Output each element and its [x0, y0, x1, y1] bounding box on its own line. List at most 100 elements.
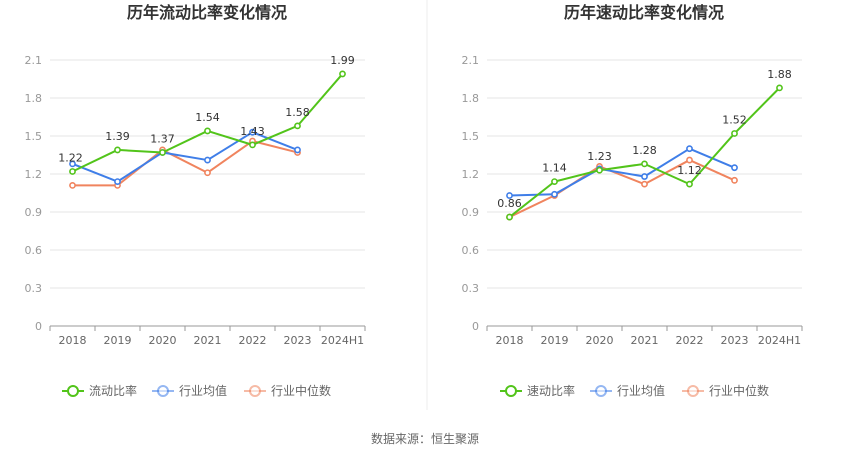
legend-label: 行业均值: [179, 383, 227, 398]
current-ratio-x-tick-label: 2024H1: [321, 334, 364, 347]
current-ratio-x-tick-label: 2022: [239, 334, 267, 347]
quick-ratio-data-label: 1.14: [542, 162, 567, 175]
current-ratio-chart-title: 历年流动比率变化情况: [127, 3, 287, 22]
current-ratio-data-point: [69, 168, 76, 175]
quick-ratio-data-label: 1.88: [767, 68, 792, 81]
quick-ratio-legend-item-0: 速动比率: [500, 383, 575, 398]
quick-ratio-y-tick-label: 0.6: [462, 244, 480, 257]
legend-marker-icon: [595, 385, 607, 397]
quick-ratio-x-tick-label: 2019: [541, 334, 569, 347]
current-ratio-data-point: [294, 122, 301, 130]
current-ratio-data-label: 1.54: [195, 111, 220, 124]
current-ratio-data-label: 1.22: [58, 151, 83, 164]
legend-label: 速动比率: [527, 383, 575, 398]
legend-marker-icon: [505, 385, 517, 397]
legend-marker-icon: [157, 385, 169, 397]
quick-ratio-data-point: [776, 84, 783, 92]
quick-ratio-x-tick-label: 2022: [676, 334, 704, 347]
current-ratio-series-line-1: [72, 131, 298, 183]
quick-ratio-data-point: [641, 180, 648, 188]
current-ratio-data-point: [249, 141, 256, 149]
quick-ratio-y-tick-label: 0.9: [462, 206, 480, 219]
current-ratio-data-point: [69, 160, 76, 168]
current-ratio-data-label: 1.39: [105, 130, 130, 143]
legend-marker-icon: [249, 385, 261, 397]
quick-ratio-data-label: 1.52: [722, 113, 747, 126]
current-ratio-y-tick-label: 0.6: [25, 244, 43, 257]
current-ratio-y-tick-label: 1.2: [25, 168, 43, 181]
data-source-label: 数据来源：恒生聚源: [371, 431, 479, 446]
quick-ratio-chart: 历年速动比率变化情况 0 0.3 0.6 0.9 1.2 1.5 1.8 2.1 2018 2019…: [462, 3, 803, 398]
quick-ratio-legend-item-2: 行业中位数: [682, 383, 769, 398]
current-ratio-x-tick-label: 2021: [194, 334, 222, 347]
current-ratio-x-tick-label: 2020: [149, 334, 177, 347]
current-ratio-data-point: [204, 169, 211, 177]
current-ratio-y-tick-label: 2.1: [25, 54, 43, 67]
quick-ratio-data-point: [731, 164, 738, 172]
current-ratio-legend-item-2: 行业中位数: [244, 383, 331, 398]
current-ratio-y-tick-label: 1.5: [25, 130, 43, 143]
current-ratio-x-tick-label: 2019: [104, 334, 132, 347]
quick-ratio-y-tick-label: 1.8: [462, 92, 480, 105]
quick-ratio-x-tick-label: 2023: [721, 334, 749, 347]
legend-marker-icon: [687, 385, 699, 397]
legend-label: 行业中位数: [271, 383, 331, 398]
quick-ratio-data-label: 1.28: [632, 144, 657, 157]
current-ratio-data-label: 1.37: [150, 132, 175, 145]
legend-marker-icon: [67, 385, 79, 397]
current-ratio-data-point: [249, 128, 256, 136]
quick-ratio-data-point: [506, 192, 513, 199]
current-ratio-chart: 历年流动比率变化情况 0 0.3 0.6 0.9 1.2 1.5 1.8 2.1 2018 2019…: [25, 3, 366, 398]
current-ratio-data-label: 1.58: [285, 106, 310, 119]
quick-ratio-data-point: [641, 173, 648, 180]
current-ratio-series-line-2: [72, 140, 298, 187]
quick-ratio-data-label: 1.23: [587, 150, 612, 163]
quick-ratio-data-point: [551, 190, 558, 198]
quick-ratio-y-tick-label: 0: [472, 320, 479, 333]
current-ratio-y-tick-label: 0.3: [25, 282, 43, 295]
current-ratio-data-point: [159, 149, 166, 156]
current-ratio-y-tick-label: 1.8: [25, 92, 43, 105]
quick-ratio-chart-title: 历年速动比率变化情况: [564, 3, 724, 22]
quick-ratio-y-tick-label: 1.2: [462, 168, 480, 181]
quick-ratio-data-point: [686, 145, 693, 153]
quick-ratio-data-label: 0.86: [497, 197, 522, 210]
legend-label: 行业均值: [617, 383, 665, 398]
current-ratio-y-tick-label: 0.9: [25, 206, 43, 219]
current-ratio-data-label: 1.43: [240, 125, 265, 138]
current-ratio-data-point: [69, 181, 76, 189]
current-ratio-data-point: [114, 146, 121, 154]
current-ratio-data-point: [204, 156, 211, 164]
quick-ratio-y-tick-label: 0.3: [462, 282, 480, 295]
quick-ratio-x-tick-label: 2020: [586, 334, 614, 347]
quick-ratio-data-point: [731, 130, 738, 137]
current-ratio-data-label: 1.99: [330, 54, 355, 67]
current-ratio-y-tick-label: 0: [35, 320, 42, 333]
quick-ratio-x-tick-label: 2024H1: [758, 334, 801, 347]
current-ratio-x-tick-label: 2018: [59, 334, 87, 347]
quick-ratio-series-line-2: [509, 159, 735, 218]
quick-ratio-data-point: [596, 166, 603, 174]
quick-ratio-y-tick-label: 2.1: [462, 54, 480, 67]
current-ratio-data-point: [204, 127, 211, 135]
quick-ratio-legend-item-1: 行业均值: [590, 383, 665, 398]
quick-ratio-data-point: [551, 178, 558, 185]
current-ratio-x-tick-label: 2023: [284, 334, 312, 347]
quick-ratio-x-tick-label: 2018: [496, 334, 524, 347]
quick-ratio-data-point: [686, 180, 693, 188]
current-ratio-data-point: [339, 70, 346, 78]
current-ratio-data-point: [294, 146, 301, 154]
quick-ratio-data-point: [686, 156, 693, 164]
quick-ratio-data-point: [506, 213, 513, 221]
quick-ratio-data-label: 1.12: [677, 164, 702, 177]
quick-ratio-x-tick-label: 2021: [631, 334, 659, 347]
quick-ratio-series-line-1: [509, 147, 735, 197]
quick-ratio-data-point: [641, 160, 648, 168]
current-ratio-legend-item-0: 流动比率: [62, 383, 137, 398]
current-ratio-legend-item-1: 行业均值: [152, 383, 227, 398]
quick-ratio-y-tick-label: 1.5: [462, 130, 480, 143]
current-ratio-data-point: [114, 178, 121, 185]
quick-ratio-data-point: [731, 176, 738, 184]
legend-label: 行业中位数: [709, 383, 769, 398]
